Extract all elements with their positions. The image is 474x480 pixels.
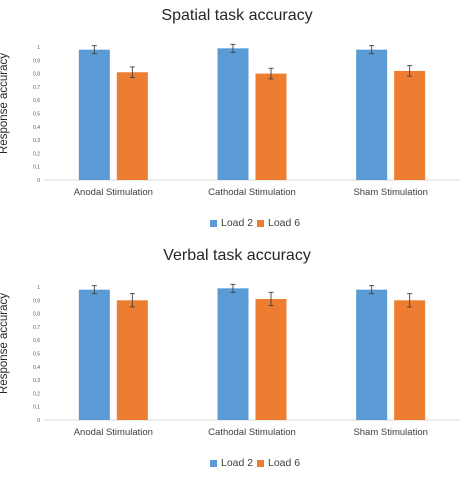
legend-item-load-6: Load 6 [257,457,300,469]
y-tick-label: 0,9 [33,58,40,64]
y-tick-label: 0,3 [33,138,40,144]
chart-title: Spatial task accuracy [161,7,313,24]
x-tick-label: Sham Stimulation [353,187,427,198]
legend: Load 2 Load 6 [0,457,474,473]
legend-label: Load 6 [268,217,301,229]
x-tick-label: Sham Stimulation [353,427,427,438]
legend-swatch-load-6 [257,459,264,467]
bar-load-6 [394,70,426,180]
legend-item-load-2: Load 2 [210,457,253,469]
y-tick-label: 0,2 [33,151,40,157]
chart-title: Verbal task accuracy [163,247,311,264]
spatial-chart-panel: 0 0,1 0,2 0,3 0,4 0,5 0,6 0,7 0,8 0,9 1 Anodal Stim… [0,7,474,233]
y-tick-label: 0 [37,418,40,424]
y-tick-label: 0,5 [33,112,40,118]
y-tick-label: 0 [37,178,40,184]
verbal-chart-panel: 0 0,1 0,2 0,3 0,4 0,5 0,6 0,7 0,8 0,9 1 Anodal Stim… [0,240,474,480]
bar-load-2 [217,288,249,420]
legend-item-load-6: Load 6 [257,217,300,229]
y-tick-label: 0,7 [33,325,40,331]
bar-load-6 [116,72,148,180]
legend-swatch-load-2 [210,459,217,467]
bar-load-2 [78,49,110,180]
bar-load-6 [394,300,426,420]
y-tick-label: 0,4 [33,125,40,131]
y-tick-label: 0,3 [33,378,40,384]
bar-load-6 [255,298,287,420]
y-tick-label: 0,1 [33,165,40,171]
y-axis-label: Response accuracy [0,53,10,154]
x-tick-label: Anodal Stimulation [74,187,153,198]
legend-swatch-load-2 [210,219,217,227]
y-tick-label: 1 [37,285,40,291]
y-axis-label-container: Response accuracy [0,293,10,394]
y-tick-label: 0,2 [33,391,40,397]
bar-load-2 [356,289,388,420]
y-tick-label: 0,4 [33,365,40,371]
x-tick-label: Anodal Stimulation [74,427,153,438]
y-axis-label-container: Response accuracy [0,53,10,154]
bar-load-6 [255,73,287,180]
y-tick-label: 0,8 [33,312,40,318]
y-tick-label: 0,6 [33,98,40,104]
y-tick-label: 0,9 [33,298,40,304]
y-tick-label: 0,1 [33,405,40,411]
legend-swatch-load-6 [257,219,264,227]
legend-label: Load 2 [221,217,254,229]
y-tick-label: 0,6 [33,338,40,344]
spatial-chart-plot: 0 0,1 0,2 0,3 0,4 0,5 0,6 0,7 0,8 0,9 1 Anodal Stim… [33,43,460,198]
bar-load-2 [356,49,388,180]
bar-load-2 [217,48,249,180]
legend: Load 2 Load 6 [0,217,474,233]
x-tick-label: Cathodal Stimulation [208,187,296,198]
legend-item-load-2: Load 2 [210,217,253,229]
bar-load-2 [78,289,110,420]
y-tick-label: 1 [37,45,40,51]
y-tick-label: 0,5 [33,352,40,358]
legend-label: Load 6 [268,457,301,469]
y-tick-label: 0,8 [33,72,40,78]
verbal-chart-plot: 0 0,1 0,2 0,3 0,4 0,5 0,6 0,7 0,8 0,9 1 Anodal Stim… [33,283,460,438]
y-tick-label: 0,7 [33,85,40,91]
legend-label: Load 2 [221,457,254,469]
y-axis-label: Response accuracy [0,293,10,394]
bar-load-6 [116,300,148,420]
x-tick-label: Cathodal Stimulation [208,427,296,438]
